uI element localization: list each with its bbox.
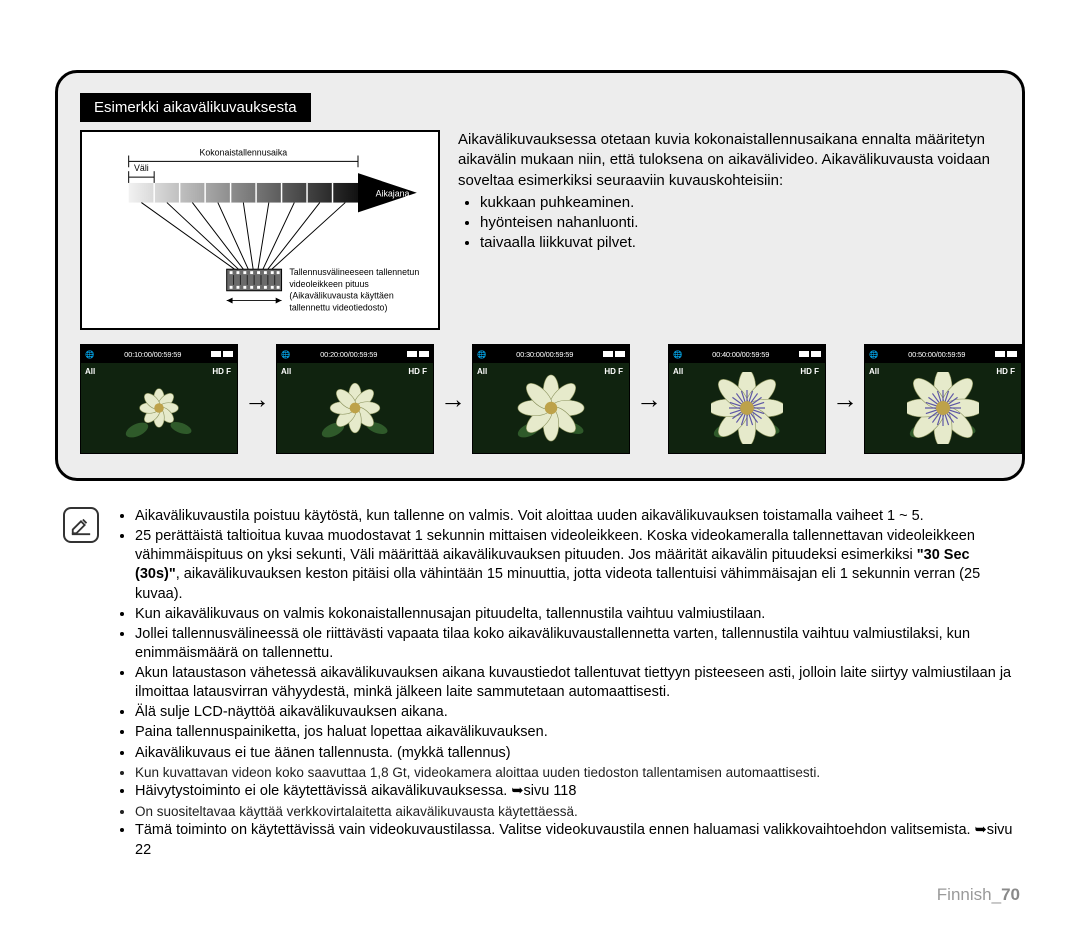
diagram-total-label: Kokonaistallennusaika — [199, 148, 287, 158]
camera-thumbnail: 🌐 00:50:00/00:59:59 All HD F — [864, 344, 1022, 454]
intro-bullets: kukkaan puhkeaminen. hyönteisen nahanluo… — [458, 193, 1000, 254]
intro-bullet: hyönteisen nahanluonti. — [480, 213, 1000, 233]
pencil-note-icon — [70, 514, 92, 536]
note-icon — [63, 507, 99, 543]
intro-bullet: kukkaan puhkeaminen. — [480, 193, 1000, 213]
note-item: Aikavälikuvaustila poistuu käytöstä, kun… — [135, 507, 1017, 526]
notes-block: Aikavälikuvaustila poistuu käytöstä, kun… — [55, 507, 1025, 861]
thumb-rec-label: HD F — [212, 367, 231, 376]
battery-icon — [603, 351, 625, 357]
camera-thumbnail: 🌐 00:10:00/00:59:59 All HD F — [80, 344, 238, 454]
thumb-rec-label: HD F — [604, 367, 623, 376]
thumb-mode-label: All — [281, 367, 291, 376]
intro-text: Aikavälikuvauksessa otetaan kuvia kokona… — [458, 130, 1000, 254]
globe-icon: 🌐 — [85, 350, 94, 359]
thumb-rec-label: HD F — [800, 367, 819, 376]
globe-icon: 🌐 — [477, 350, 486, 359]
note-item: Aikavälikuvaus ei tue äänen tallennusta.… — [135, 744, 1017, 763]
timelapse-diagram: Kokonaistallennusaika Väli — [80, 130, 440, 330]
thumb-mode-label: All — [673, 367, 683, 376]
arrow-right-icon: → — [244, 384, 270, 415]
globe-icon: 🌐 — [673, 350, 682, 359]
battery-icon — [995, 351, 1017, 357]
arrow-right-icon: → — [636, 384, 662, 415]
section-title: Esimerkki aikavälikuvauksesta — [80, 93, 311, 122]
globe-icon: 🌐 — [869, 350, 878, 359]
footer-page: 70 — [1001, 885, 1020, 904]
thumb-mode-label: All — [477, 367, 487, 376]
diagram-caption-4: tallennettu videotiedosto) — [289, 302, 387, 312]
bold-fragment: "30 Sec (30s)" — [135, 547, 970, 582]
note-item: Älä sulje LCD-näyttöä aikavälikuvauksen … — [135, 703, 1017, 722]
note-item: 25 perättäistä taltioitua kuvaa muodosta… — [135, 527, 1017, 604]
thumb-timecode: 00:30:00/00:59:59 — [516, 350, 573, 359]
footer-lang: Finnish — [937, 885, 992, 904]
thumb-status-bar: 🌐 00:30:00/00:59:59 — [473, 345, 629, 363]
note-item: Kun kuvattavan videon koko saavuttaa 1,8… — [135, 764, 1017, 782]
note-item: Jollei tallennusvälineessä ole riittäväs… — [135, 625, 1017, 663]
thumb-mode-label: All — [869, 367, 879, 376]
note-item: Kun aikavälikuvaus on valmis kokonaistal… — [135, 605, 1017, 624]
thumb-status-bar: 🌐 00:40:00/00:59:59 — [669, 345, 825, 363]
diagram-interval-label: Väli — [134, 163, 149, 173]
thumb-timecode: 00:40:00/00:59:59 — [712, 350, 769, 359]
diagram-caption-1: Tallennusvälineeseen tallennetun — [289, 267, 419, 277]
notes-list: Aikavälikuvaustila poistuu käytöstä, kun… — [113, 507, 1017, 861]
footer-sep: _ — [992, 885, 1001, 904]
note-item: Paina tallennuspainiketta, jos haluat lo… — [135, 723, 1017, 742]
battery-icon — [799, 351, 821, 357]
battery-icon — [407, 351, 429, 357]
note-item: On suositeltavaa käyttää verkkovirtalait… — [135, 803, 1017, 821]
camera-thumbnail: 🌐 00:40:00/00:59:59 All HD F — [668, 344, 826, 454]
diagram-svg: Kokonaistallennusaika Väli — [82, 132, 438, 328]
thumb-status-bar: 🌐 00:50:00/00:59:59 — [865, 345, 1021, 363]
thumb-status-bar: 🌐 00:20:00/00:59:59 — [277, 345, 433, 363]
diagram-timeline-label: Aikajana — [376, 189, 410, 199]
thumb-rec-label: HD F — [996, 367, 1015, 376]
page-footer: Finnish_70 — [937, 885, 1020, 905]
thumb-rec-label: HD F — [408, 367, 427, 376]
thumb-status-bar: 🌐 00:10:00/00:59:59 — [81, 345, 237, 363]
diagram-caption-2: videoleikkeen pituus — [289, 279, 369, 289]
camera-thumbnail: 🌐 00:20:00/00:59:59 All HD F — [276, 344, 434, 454]
battery-icon — [211, 351, 233, 357]
camera-thumbnail: 🌐 00:30:00/00:59:59 All HD F — [472, 344, 630, 454]
thumb-mode-label: All — [85, 367, 95, 376]
arrow-right-icon: → — [832, 384, 858, 415]
intro-bullet: taivaalla liikkuvat pilvet. — [480, 233, 1000, 253]
thumb-timecode: 00:10:00/00:59:59 — [124, 350, 181, 359]
content-frame: Esimerkki aikavälikuvauksesta Kokonaista… — [55, 70, 1025, 481]
thumb-timecode: 00:50:00/00:59:59 — [908, 350, 965, 359]
diagram-caption-3: (Aikavälikuvausta käyttäen — [289, 291, 393, 301]
thumbnail-row: 🌐 00:10:00/00:59:59 All HD F → 🌐 00:20:0… — [80, 344, 1000, 454]
intro-row: Kokonaistallennusaika Väli — [80, 130, 1000, 330]
note-item: Häivytystoiminto ei ole käytettävissä ai… — [135, 782, 1017, 801]
intro-paragraph: Aikavälikuvauksessa otetaan kuvia kokona… — [458, 130, 1000, 191]
arrow-right-icon: → — [440, 384, 466, 415]
globe-icon: 🌐 — [281, 350, 290, 359]
note-item: Tämä toiminto on käytettävissä vain vide… — [135, 821, 1017, 859]
note-item: Akun lataustason vähetessä aikavälikuvau… — [135, 664, 1017, 702]
thumb-timecode: 00:20:00/00:59:59 — [320, 350, 377, 359]
